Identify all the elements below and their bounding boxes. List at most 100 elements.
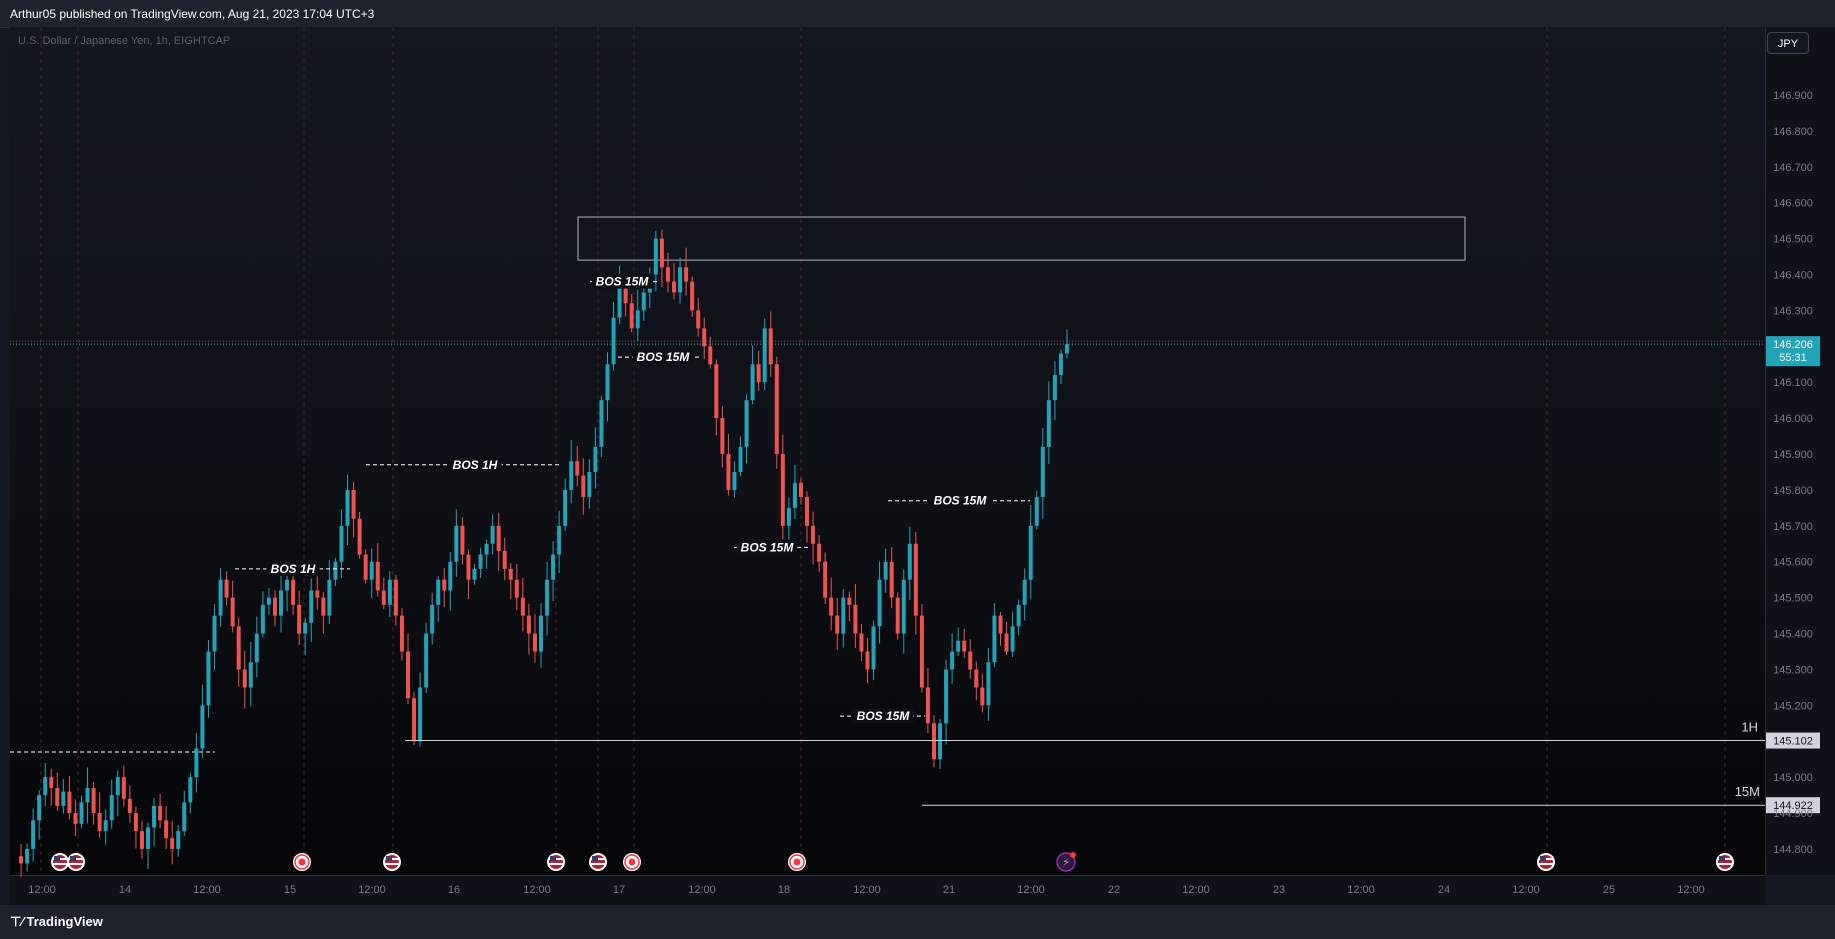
candle-body [478, 554, 483, 569]
bos-label-bg [736, 539, 798, 555]
candle-body [146, 827, 151, 849]
candle-body [236, 626, 241, 670]
us-flag-stripe [53, 863, 67, 865]
candle-body [248, 662, 253, 688]
notification-dot [1070, 852, 1076, 858]
candle-body [496, 525, 501, 551]
time-tick-label: 12:00 [688, 884, 716, 896]
lightning-glyph: ⚡ [1062, 856, 1070, 869]
candle-body [726, 454, 731, 490]
candle-body [19, 856, 24, 864]
price-tick-label: 146.500 [1773, 234, 1813, 246]
candle-body [520, 597, 525, 616]
us-flag-stripe [1539, 863, 1553, 865]
supply-zone-box [577, 216, 1466, 261]
price-tick-label: 145.400 [1773, 629, 1813, 641]
candle-body [79, 802, 84, 824]
candle-body [817, 543, 822, 562]
candle-body [508, 568, 513, 580]
candle-body [635, 310, 640, 329]
time-tick-label: 12:00 [1017, 884, 1045, 896]
time-tick-label: 15 [284, 884, 296, 896]
us-flag-stripe [549, 863, 563, 865]
candle-body [823, 561, 828, 598]
candle-body [224, 579, 229, 598]
candle-body [387, 579, 392, 605]
candle-body [931, 723, 936, 760]
bos-label: BOS 15M [934, 494, 988, 508]
price-tick-label: 146.900 [1773, 90, 1813, 102]
time-tick-label: 25 [1603, 884, 1615, 896]
time-tick-label: 16 [448, 884, 460, 896]
candle-body [829, 597, 834, 616]
us-flag-stripe [591, 863, 605, 865]
candle-body [121, 777, 126, 799]
candle-body [605, 364, 610, 401]
candle-body [907, 543, 912, 580]
candle-body [266, 597, 271, 605]
level-price-label-bg [1766, 797, 1820, 814]
candle-body [889, 561, 894, 598]
candle-body [526, 615, 531, 634]
tradingview-logo-icon: ⊤⁄ [10, 914, 24, 929]
candle-body [768, 328, 773, 365]
candle-body [399, 615, 404, 652]
tradingview-logo[interactable]: ⊤⁄ TradingView [10, 914, 103, 930]
japan-flag-dot [793, 858, 801, 866]
price-tick-label: 145.700 [1773, 521, 1813, 533]
price-tick-label: 145.500 [1773, 593, 1813, 605]
candle-body [272, 597, 277, 616]
candle-body [484, 543, 489, 555]
us-flag-canton [386, 856, 392, 861]
time-tick-label: 12:00 [358, 884, 386, 896]
candle-body [919, 615, 924, 688]
candle-body [805, 497, 810, 526]
price-tick-label: 145.600 [1773, 557, 1813, 569]
candle-body [55, 787, 60, 806]
candle-body [339, 525, 344, 562]
lightning-event-icon [1056, 852, 1076, 872]
time-tick-label: 18 [778, 884, 790, 896]
candle-body [442, 579, 447, 591]
us-flag-canton [550, 856, 556, 861]
candle-body [333, 561, 338, 580]
candle-body [514, 579, 519, 598]
footer-brand: TradingView [26, 914, 103, 929]
candle-body [454, 525, 459, 562]
candle-body [653, 238, 658, 275]
candle-body [690, 281, 695, 311]
candle-body [871, 626, 876, 670]
candle-body [133, 813, 138, 832]
candle-body [659, 238, 664, 268]
candle-body [581, 475, 586, 498]
time-tick-label: 12:00 [1347, 884, 1375, 896]
time-tick-label: 12:00 [523, 884, 551, 896]
candle-body [684, 267, 689, 282]
candle-body [460, 525, 465, 555]
candlestick-chart: 1H 145.102 15M 144.922 BOS 1H BOS 1H BOS 15M BO… [10, 27, 1820, 896]
candle-body [1010, 626, 1015, 652]
candle-body [405, 651, 410, 699]
current-price-label: 146.206 [1773, 339, 1813, 351]
chart-plot-area[interactable] [10, 27, 1765, 875]
candle-body [732, 471, 737, 490]
candle-body [1028, 525, 1033, 580]
candle-body [986, 662, 991, 706]
candle-body [254, 633, 259, 663]
time-tick-label: 12:00 [193, 884, 221, 896]
bos-label: BOS 15M [741, 540, 795, 554]
price-tick-label: 144.800 [1773, 844, 1813, 856]
price-tick-label: 145.800 [1773, 485, 1813, 497]
time-tick-label: 12:00 [1182, 884, 1210, 896]
candle-body [472, 568, 477, 580]
candle-body [557, 525, 562, 555]
bos-label: BOS 15M [596, 275, 650, 289]
japan-flag-dot [628, 858, 636, 866]
candle-body [587, 471, 592, 498]
candle-body [37, 795, 42, 821]
candle-body [1016, 604, 1021, 627]
time-axis[interactable] [10, 875, 1765, 906]
time-tick-label: 23 [1273, 884, 1285, 896]
candle-body [1065, 344, 1069, 354]
currency-button[interactable]: JPY [1767, 32, 1809, 54]
